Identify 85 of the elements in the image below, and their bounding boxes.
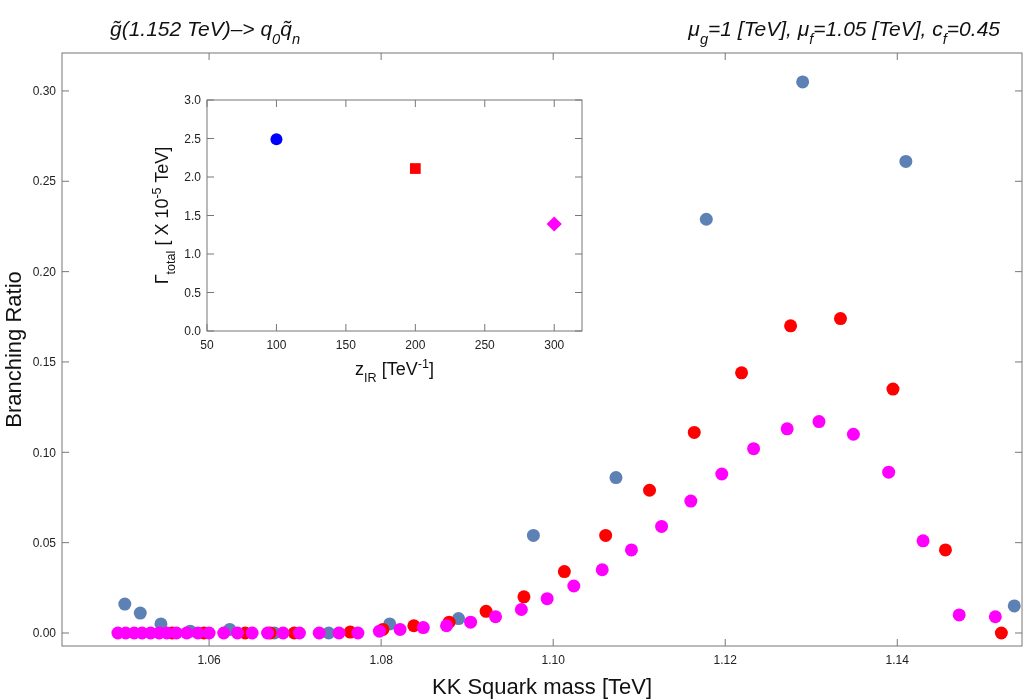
point (624, 543, 638, 557)
point (994, 626, 1008, 640)
point (292, 626, 306, 640)
y-tick-label: 1.0 (184, 247, 202, 262)
point (796, 75, 810, 89)
point (609, 471, 623, 485)
x-axis-title: z$_{IR}$ [TeV$^{-1}$] (355, 357, 434, 385)
point (479, 604, 493, 618)
chart-title: g̃(1.152 TeV)–> q$_{0}$q̃$_{n}$ (110, 17, 301, 47)
point (899, 154, 913, 168)
point (332, 626, 346, 640)
point (643, 483, 657, 497)
point (546, 216, 562, 232)
x-tick-label: 100 (266, 338, 287, 352)
point (276, 626, 290, 640)
point (416, 621, 430, 635)
point (230, 626, 244, 640)
x-tick-label: 1.12 (713, 653, 738, 667)
point (812, 415, 826, 429)
point (1007, 599, 1021, 613)
point (715, 467, 729, 481)
point (312, 626, 326, 640)
y-tick-label: 0.30 (32, 84, 57, 99)
point (599, 528, 613, 542)
point (938, 543, 952, 557)
x-tick-label: 200 (405, 338, 426, 352)
point (886, 382, 900, 396)
y-tick-label: 1.5 (184, 208, 202, 223)
point (517, 590, 531, 604)
point (464, 615, 478, 629)
y-tick-label: 2.5 (184, 131, 202, 146)
x-tick-label: 300 (544, 338, 565, 352)
x-tick-label: 250 (474, 338, 496, 352)
point (916, 534, 930, 548)
point (784, 319, 798, 333)
point (270, 133, 283, 146)
x-tick-label: 150 (335, 338, 357, 352)
point (684, 494, 698, 508)
point (882, 465, 896, 479)
point (351, 626, 365, 640)
point (747, 442, 761, 456)
point (735, 366, 749, 380)
y-tick-label: 0.20 (32, 264, 57, 279)
y-tick-label: 0.10 (32, 445, 57, 460)
point (118, 597, 132, 611)
point (245, 626, 259, 640)
y-tick-label: 0.00 (32, 626, 57, 641)
point (699, 212, 713, 226)
y-tick-label: 0.5 (184, 285, 202, 300)
point (409, 163, 421, 174)
point (988, 610, 1002, 624)
point (557, 565, 571, 579)
y-tick-label: 2.0 (184, 170, 202, 185)
point (202, 626, 216, 640)
point (133, 606, 147, 620)
point (687, 425, 701, 439)
point (834, 312, 847, 326)
y-tick-label: 3.0 (184, 93, 202, 108)
chart-subtitle: μ$_{g}$=1 [TeV], μ$_{f}$=1.05 [TeV], c$_{f}$=0.45 (687, 17, 1001, 47)
x-axis-title: KK Squark mass [TeV] (431, 674, 653, 699)
x-tick-label: 50 (200, 338, 214, 352)
point (514, 603, 528, 616)
point (489, 610, 503, 624)
point (440, 619, 454, 633)
point (540, 592, 554, 606)
x-tick-label: 1.08 (369, 653, 394, 667)
x-tick-label: 1.10 (541, 653, 566, 667)
point (393, 622, 407, 636)
point (526, 528, 540, 542)
x-tick-label: 1.14 (885, 653, 910, 667)
y-tick-label: 0.15 (32, 355, 57, 370)
point (191, 626, 205, 640)
point (595, 563, 609, 577)
y-tick-label: 0.0 (184, 324, 202, 339)
point (372, 624, 386, 638)
y-axis-title: Branching Ratio (1, 271, 26, 428)
point (655, 519, 669, 533)
point (846, 427, 860, 441)
y-tick-label: 0.25 (32, 174, 57, 189)
point (567, 579, 581, 593)
y-tick-label: 0.05 (32, 535, 57, 550)
point (780, 422, 794, 436)
point (217, 626, 231, 640)
x-tick-label: 1.06 (197, 653, 222, 667)
point (952, 608, 966, 622)
